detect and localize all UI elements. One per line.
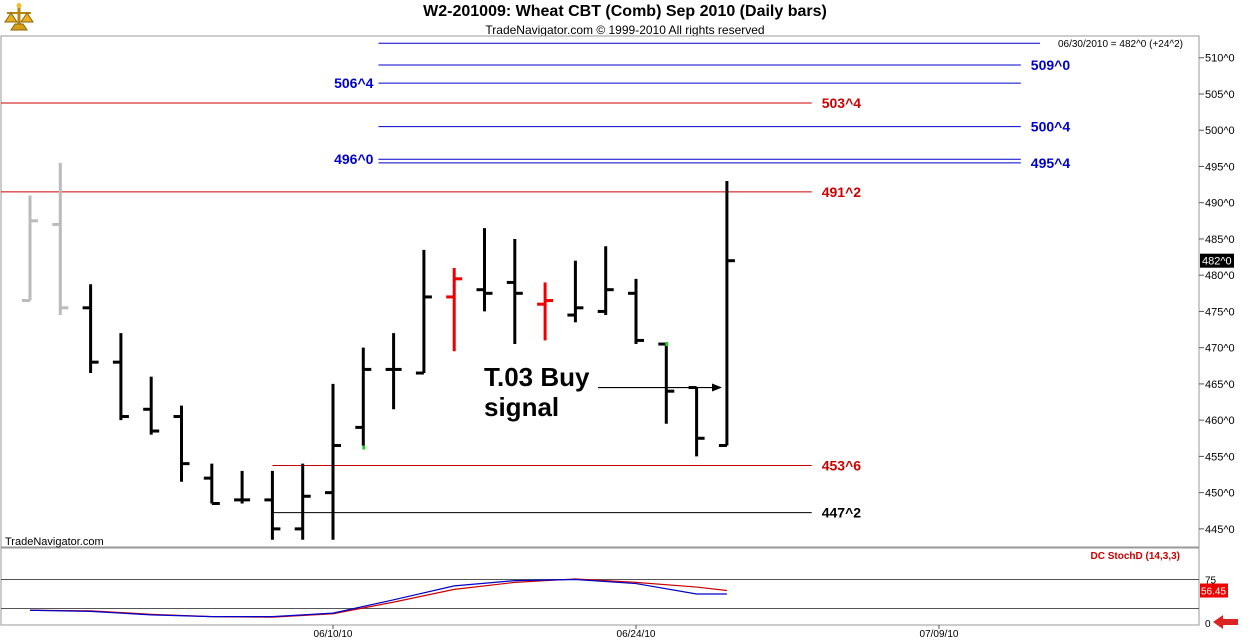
ohlc-bar-2 bbox=[82, 284, 99, 374]
level-label: 496^0 bbox=[334, 151, 374, 167]
y-tick-label: 510^0 bbox=[1205, 53, 1235, 65]
ohlc-bar-16 bbox=[506, 238, 523, 345]
ohlc-bar-6 bbox=[203, 463, 220, 506]
level-label: 495^4 bbox=[1031, 155, 1071, 171]
watermark-text: TradeNavigator.com bbox=[5, 536, 104, 548]
ohlc-bar-23 bbox=[718, 180, 735, 448]
y-tick-label: 460^0 bbox=[1205, 415, 1235, 427]
y-tick-label: 465^0 bbox=[1205, 379, 1235, 391]
tradenavigator-logo-icon bbox=[4, 3, 34, 31]
x-tick-label: 07/09/10 bbox=[920, 629, 959, 640]
annotation-arrow-head bbox=[712, 383, 722, 392]
ohlc-bar-11 bbox=[355, 347, 372, 446]
y-tick-label: 500^0 bbox=[1205, 125, 1235, 137]
ohlc-bar-1 bbox=[52, 162, 69, 316]
y-tick-label: 455^0 bbox=[1205, 451, 1235, 463]
ohlc-bar-18 bbox=[567, 260, 584, 323]
y-tick-label: 490^0 bbox=[1205, 198, 1235, 210]
level-label: 503^4 bbox=[822, 95, 862, 111]
status-readout: 06/30/2010 = 482^0 (+24^2) bbox=[1058, 39, 1183, 50]
last-price-box bbox=[1200, 253, 1234, 268]
indicator-panel bbox=[0, 547, 1200, 626]
ohlc-bar-8 bbox=[264, 470, 281, 540]
y-tick-label: 480^0 bbox=[1205, 270, 1235, 282]
level-label: 509^0 bbox=[1031, 57, 1071, 73]
annotation-line1: T.03 Buy bbox=[484, 362, 590, 392]
ohlc-bar-12 bbox=[385, 333, 402, 410]
ohlc-bar-14 bbox=[446, 267, 463, 352]
y-tick-label: 470^0 bbox=[1205, 343, 1235, 355]
ohlc-bar-17 bbox=[537, 282, 554, 341]
indicator-series-1 bbox=[29, 578, 727, 618]
ohlc-bar-5 bbox=[173, 405, 190, 482]
level-label: 506^4 bbox=[334, 75, 374, 91]
y-tick-label: 450^0 bbox=[1205, 488, 1235, 500]
copyright-text: TradeNavigator.com © 1999-2010 All right… bbox=[485, 23, 765, 37]
level-label: 447^2 bbox=[822, 505, 862, 521]
y-tick-label: 505^0 bbox=[1205, 89, 1235, 101]
y-tick-label: 495^0 bbox=[1205, 161, 1235, 173]
signal-mark bbox=[362, 445, 366, 450]
ohlc-bar-0 bbox=[22, 195, 38, 303]
x-tick-label: 06/24/10 bbox=[617, 629, 656, 640]
ohlc-bar-4 bbox=[143, 376, 160, 435]
ohlc-bar-20 bbox=[628, 278, 644, 345]
level-label: 491^2 bbox=[822, 184, 862, 200]
level-label: 453^6 bbox=[822, 457, 862, 473]
x-tick-label: 06/10/10 bbox=[314, 629, 353, 640]
ohlc-bar-15 bbox=[476, 228, 493, 312]
ohlc-bar-13 bbox=[415, 249, 432, 375]
y-tick-label: 475^0 bbox=[1205, 306, 1235, 318]
ohlc-bar-19 bbox=[597, 246, 614, 316]
price-panel bbox=[0, 35, 1200, 548]
ohlc-bar-3 bbox=[112, 333, 129, 421]
indicator-name: DC StochD (14,3,3) bbox=[1091, 551, 1180, 562]
indicator-axis-label: 75 bbox=[1205, 576, 1217, 587]
last-price-label: 482^0 bbox=[1202, 256, 1232, 268]
y-tick-label: 445^0 bbox=[1205, 524, 1235, 536]
level-label: 500^4 bbox=[1031, 119, 1071, 135]
status-readout-bg bbox=[1040, 37, 1185, 49]
annotation-line2: signal bbox=[484, 392, 559, 422]
scroll-left-arrow-icon[interactable] bbox=[1213, 615, 1238, 629]
chart-title: W2-201009: Wheat CBT (Comb) Sep 2010 (Da… bbox=[423, 3, 827, 20]
signal-mark bbox=[665, 342, 669, 347]
y-tick-label: 485^0 bbox=[1205, 234, 1235, 246]
ohlc-bar-21 bbox=[658, 342, 675, 424]
ohlc-bar-7 bbox=[234, 470, 251, 504]
indicator-value-box bbox=[1200, 583, 1228, 598]
ohlc-bar-10 bbox=[325, 383, 341, 540]
indicator-axis-label: 0 bbox=[1205, 619, 1211, 630]
ohlc-bar-9 bbox=[294, 463, 311, 540]
indicator-value-label: 56.45 bbox=[1201, 587, 1226, 598]
